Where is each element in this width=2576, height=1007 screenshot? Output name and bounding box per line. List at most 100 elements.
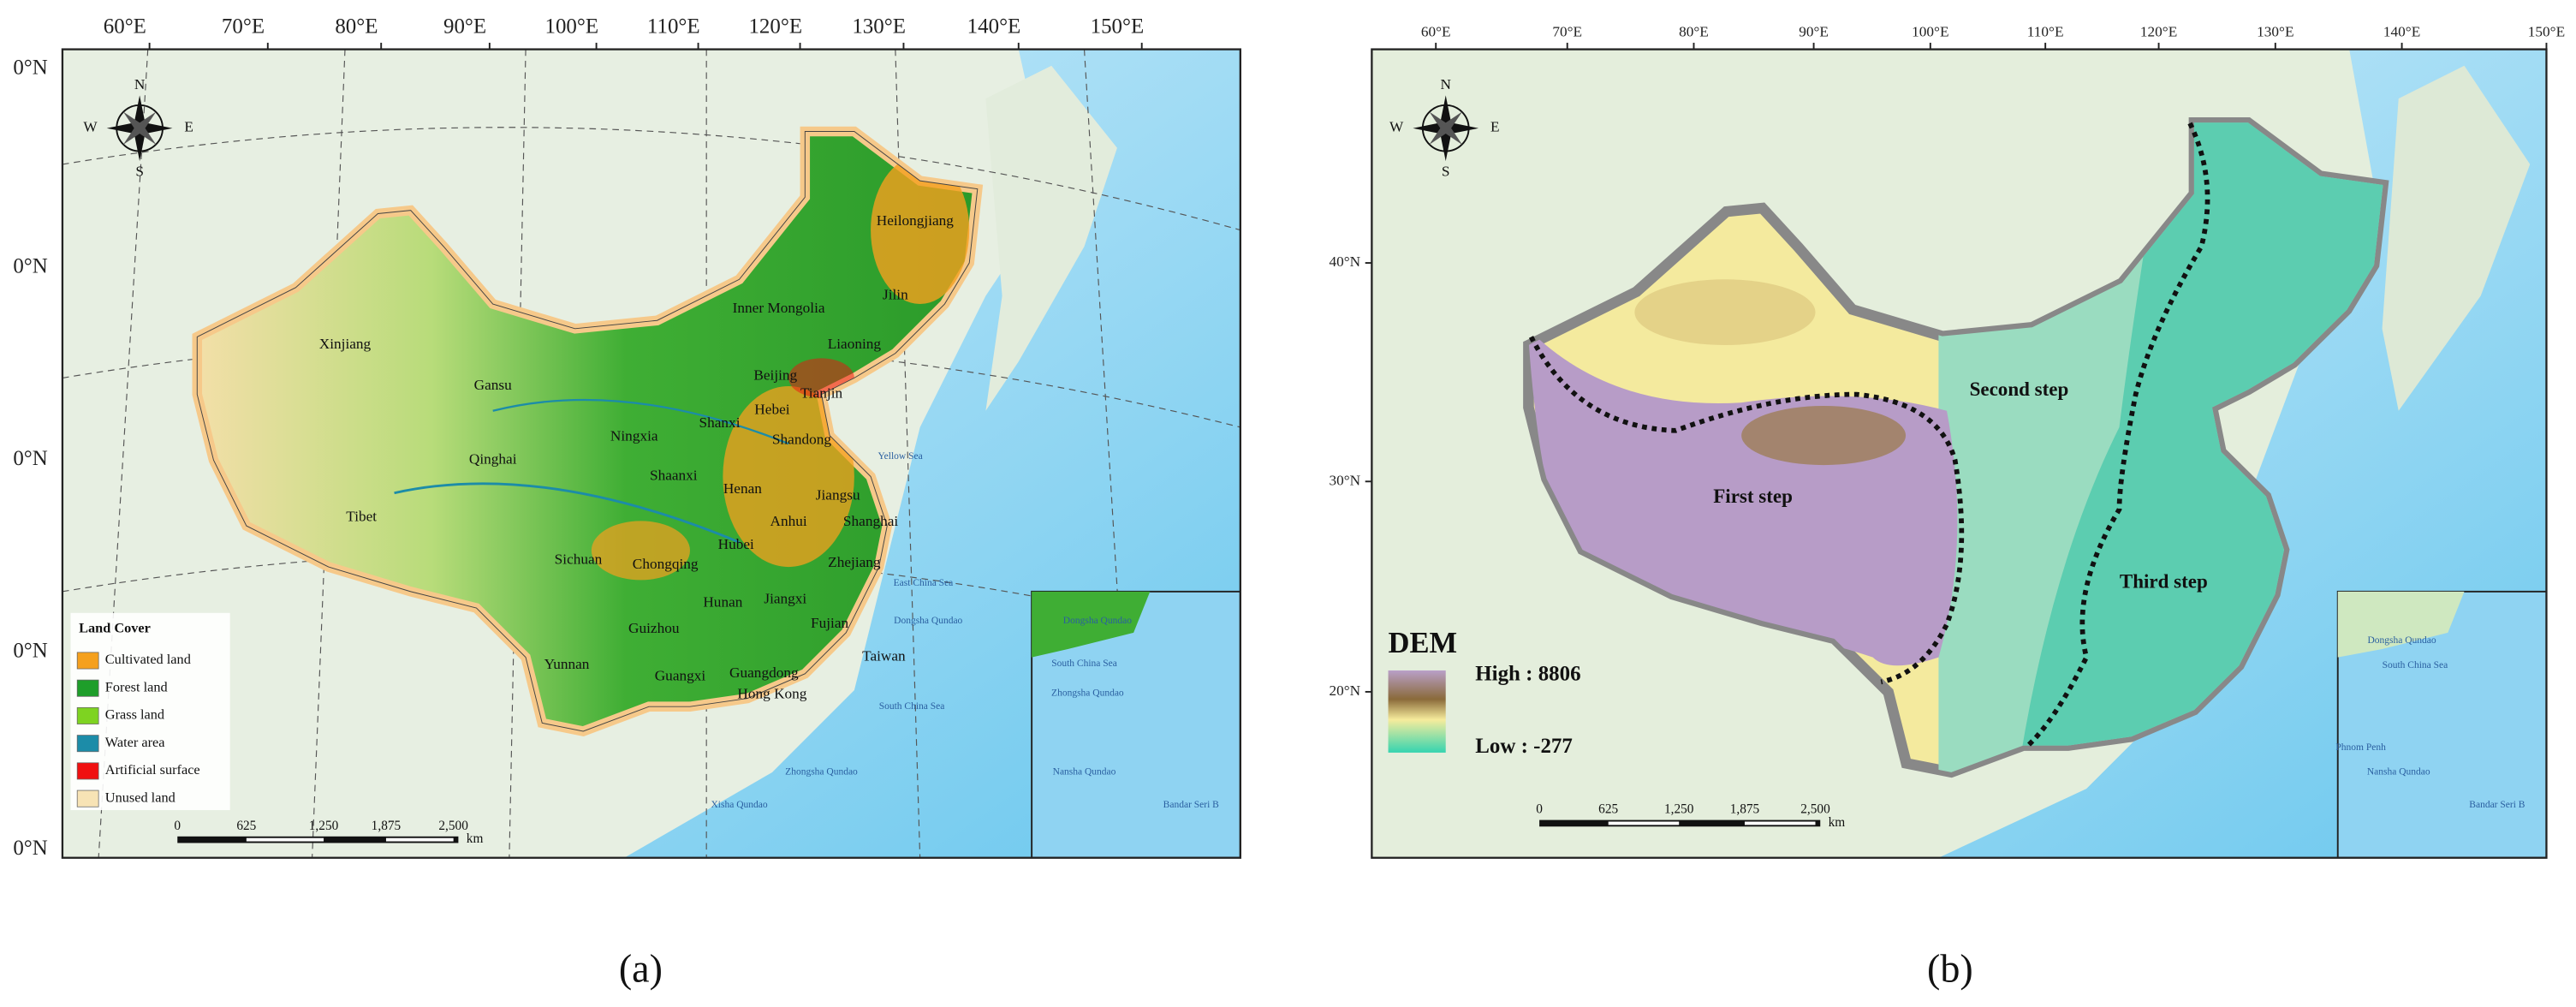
place-label: Zhejiang [828,554,881,570]
compass-label: E [184,119,193,135]
dem-high: High : 8806 [1475,662,1580,685]
place-label: Guizhou [628,620,680,636]
longitude-label: 120°E [2140,23,2177,39]
longitude-label: 110°E [647,15,700,38]
inset-label: South China Sea [1051,658,1117,669]
scale-bar [246,837,324,842]
place-label: Sichuan [555,551,603,567]
place-label: Taiwan [862,648,906,664]
compass-label: S [1442,163,1450,179]
longitude-label: 80°E [335,15,378,38]
dem-title: DEM [1389,627,1458,659]
scale-label: 1,250 [309,819,339,833]
longitude-label: 100°E [545,15,599,38]
legend-swatch [76,706,99,724]
scale-bar [385,837,454,842]
place-label: Ningxia [610,427,658,444]
latitude-label: 0°N [13,255,47,278]
longitude-label: 120°E [748,15,802,38]
scale-label: 2,500 [1800,802,1830,817]
place-label: Qinghai [469,450,517,467]
place-label: Inner Mongolia [733,300,825,316]
longitude-label: 70°E [222,15,265,38]
longitude-label: 110°E [2027,23,2064,39]
longitude-label: 90°E [443,15,486,38]
compass-label: S [135,163,144,179]
inset-label: Nansha Qundao [2367,767,2430,778]
legend-swatch [76,790,99,807]
longitude-label: 60°E [1421,23,1451,39]
legend-swatch [76,679,99,697]
place-label: Chongqing [633,556,699,572]
scale-label: 1,250 [1664,802,1694,817]
sea-label: Xisha Qundao [711,800,767,810]
place-label: Shaanxi [650,467,698,483]
scale-label: 625 [1598,802,1618,817]
latitude-label: 0°N [13,56,47,79]
scale-bar [1608,821,1680,825]
inset-label: Dongsha Qundao [2367,635,2436,646]
place-label: Beijing [753,366,797,383]
place-label: Jiangsu [816,487,860,504]
step-label: Third step [2120,570,2208,593]
latitude-label: 30°N [1329,472,1360,488]
scale-label: 0 [1536,802,1543,817]
legend-swatch [76,652,99,670]
sea-label: East China Sea [894,578,954,588]
sea-label: Dongsha Qundao [894,616,962,626]
place-label: Guangxi [655,668,706,684]
scale-label: 625 [236,819,256,833]
place-label: Tibet [346,508,377,524]
place-label: Xinjiang [319,336,372,352]
longitude-label: 130°E [852,15,906,38]
place-label: Jiangxi [764,590,806,606]
place-label: Yunnan [544,656,590,672]
legend-label: Water area [105,734,165,750]
longitude-label: 70°E [1552,23,1582,39]
place-label: Shanxi [699,414,741,431]
legend-label: Forest land [105,678,168,694]
place-label: Fujian [811,615,848,631]
panel-label: (b) [1927,947,1973,991]
place-label: Anhui [770,513,807,529]
inset-label: South China Sea [2383,660,2448,670]
place-label: Heilongjiang [877,212,955,229]
step-label: Second step [1970,378,2069,400]
inset-label: Dongsha Qundao [1063,616,1132,626]
scale-label: 2,500 [438,819,468,833]
place-label: Hubei [718,536,754,552]
legend-label: Cultivated land [105,651,191,667]
inset-label: Bandar Seri B [1163,800,1219,810]
scale-bar [1539,819,1821,827]
panel-label: (a) [619,947,663,991]
latitude-label: 40°N [1329,253,1360,270]
compass-b: N S E W [1389,76,1500,180]
sea-label: Zhongsha Qundao [785,767,858,778]
inset-label: Zhongsha Qundao [1051,688,1124,698]
place-label: Tianjin [800,385,843,402]
latitude-label: 20°N [1329,682,1360,699]
scale-unit: km [467,831,484,846]
place-label: Liaoning [828,336,882,352]
step-label: First step [1713,485,1793,507]
place-label: Jilin [883,286,908,302]
legend-label: Artificial surface [105,761,200,778]
longitude-label: 100°E [1912,23,1948,39]
map-a [62,49,1240,858]
longitude-label: 140°E [967,15,1021,38]
legend-a: Cultivated land Forest land Grass land Wate… [76,651,200,807]
latitude-label: 0°N [13,640,47,663]
compass-a: N S E W [83,76,193,180]
step-boundaries [1528,122,2210,750]
longitude-label: 150°E [2528,23,2565,39]
compass-label: W [1389,119,1404,135]
scale-label: 1,875 [1730,802,1760,817]
dem-ramp [1388,670,1446,753]
compass-label: N [134,76,146,92]
place-label: Shanghai [843,513,898,529]
scale-label: 1,875 [372,819,402,833]
place-label: Gansu [474,377,512,393]
inset-label: Phnom Penh [2335,742,2386,753]
